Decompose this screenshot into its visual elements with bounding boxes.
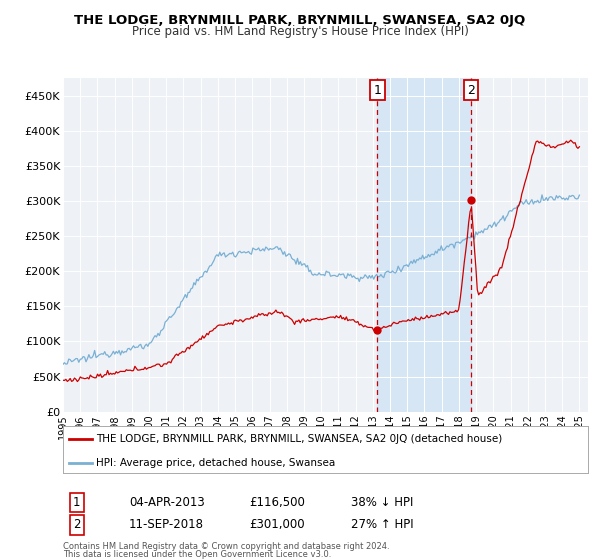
Text: 38% ↓ HPI: 38% ↓ HPI [351, 496, 413, 509]
Text: 2: 2 [467, 83, 475, 96]
Text: Contains HM Land Registry data © Crown copyright and database right 2024.: Contains HM Land Registry data © Crown c… [63, 542, 389, 551]
Text: HPI: Average price, detached house, Swansea: HPI: Average price, detached house, Swan… [96, 458, 335, 468]
Text: 2: 2 [73, 518, 80, 531]
Text: 1: 1 [374, 83, 382, 96]
Text: THE LODGE, BRYNMILL PARK, BRYNMILL, SWANSEA, SA2 0JQ: THE LODGE, BRYNMILL PARK, BRYNMILL, SWAN… [74, 14, 526, 27]
Bar [377, 78, 471, 412]
Text: 11-SEP-2018: 11-SEP-2018 [129, 518, 204, 531]
Text: £301,000: £301,000 [249, 518, 305, 531]
Text: 04-APR-2013: 04-APR-2013 [129, 496, 205, 509]
Text: 1: 1 [73, 496, 80, 509]
Text: This data is licensed under the Open Government Licence v3.0.: This data is licensed under the Open Gov… [63, 550, 331, 559]
Text: Price paid vs. HM Land Registry's House Price Index (HPI): Price paid vs. HM Land Registry's House … [131, 25, 469, 38]
Text: £116,500: £116,500 [249, 496, 305, 509]
Text: THE LODGE, BRYNMILL PARK, BRYNMILL, SWANSEA, SA2 0JQ (detached house): THE LODGE, BRYNMILL PARK, BRYNMILL, SWAN… [96, 434, 502, 444]
Text: 27% ↑ HPI: 27% ↑ HPI [351, 518, 413, 531]
